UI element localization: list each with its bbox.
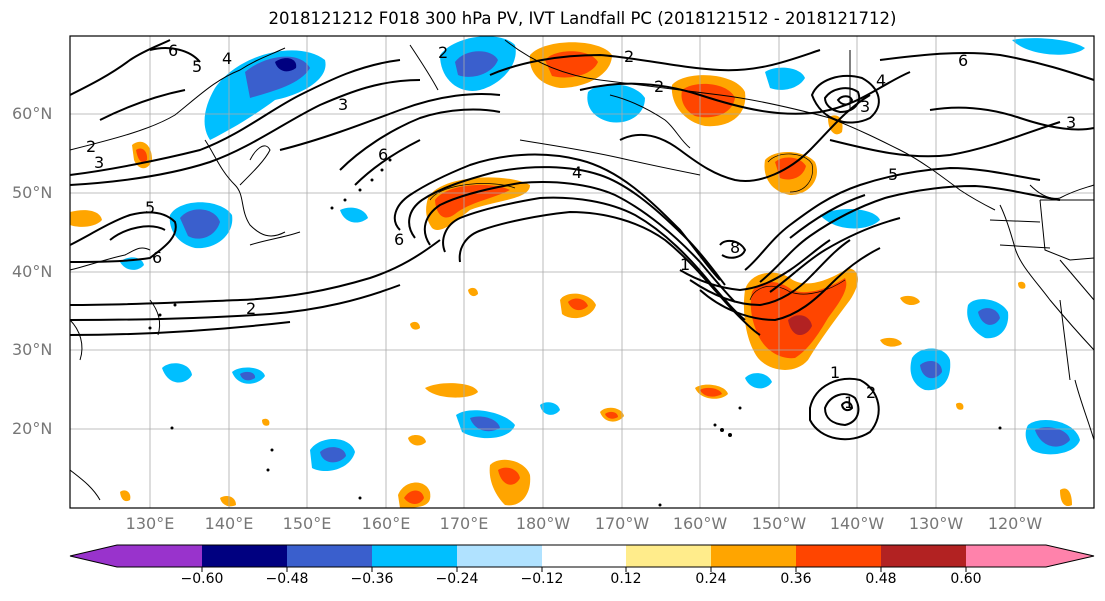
colorbar-segment — [796, 545, 881, 567]
colorbar-tick-label: −0.24 — [435, 571, 479, 587]
colorbar-tick-label: −0.36 — [350, 571, 394, 587]
negative-anomaly-patch — [765, 67, 805, 90]
negative-anomaly-patch — [340, 207, 368, 223]
contour-label: 1 — [844, 393, 854, 412]
lat-label: 50°N — [12, 183, 53, 202]
contour-label: 8 — [730, 238, 740, 257]
lon-label: 140°E — [204, 514, 254, 533]
lon-label: 170°E — [439, 514, 489, 533]
coastlines — [69, 39, 1095, 501]
contour-label: 3 — [860, 97, 870, 116]
contour-label: 2 — [246, 299, 256, 318]
lon-label: 170°W — [594, 514, 650, 533]
contour-label: 4 — [222, 49, 232, 68]
colorbar-tick-label: 0.60 — [950, 571, 982, 587]
lon-label: 160°W — [672, 514, 728, 533]
contour-label: 2 — [624, 47, 634, 66]
contour-label: 6 — [168, 41, 178, 60]
pv-contours — [69, 39, 1095, 441]
colorbar-segment — [626, 545, 711, 567]
contour-label: 6 — [394, 230, 404, 249]
colorbar-segment — [287, 545, 372, 567]
colorbar-segment — [542, 545, 626, 567]
pv-shading — [70, 36, 1085, 508]
contour-label: 3 — [94, 153, 104, 172]
negative-anomaly-patch — [310, 438, 355, 472]
lon-label: 150°E — [282, 514, 332, 533]
contour-label: 5 — [145, 198, 155, 217]
contour-label: 1 — [830, 363, 840, 382]
positive-anomaly-patch — [70, 115, 1072, 508]
colorbar-tick-label: 0.36 — [780, 571, 812, 587]
lon-label: 160°E — [361, 514, 411, 533]
contour-label: 4 — [572, 163, 582, 182]
lon-label: 150°W — [751, 514, 807, 533]
colorbar-segment — [457, 545, 542, 567]
contour-label: 3 — [338, 95, 348, 114]
contour-label: 5 — [192, 57, 202, 76]
contour-label: 2 — [654, 77, 664, 96]
colorbar-tick-label: −0.12 — [520, 571, 564, 587]
negative-anomaly-patch — [967, 299, 1009, 339]
contour-label: 2 — [86, 137, 96, 156]
contour-label: 2 — [438, 43, 448, 62]
negative-anomaly-patch — [1025, 420, 1080, 455]
lat-label: 40°N — [12, 262, 53, 281]
contour-label: 6 — [152, 248, 162, 267]
lat-label: 60°N — [12, 104, 53, 123]
negative-anomaly-patch — [820, 208, 880, 229]
positive-anomaly-patch — [671, 75, 746, 127]
lon-label: 130°W — [908, 514, 964, 533]
colorbar-tick-label: 0.12 — [610, 571, 642, 587]
negative-anomaly-patch — [162, 363, 192, 383]
negative-anomaly-patch — [910, 348, 951, 391]
positive-anomaly-patch — [560, 293, 596, 319]
colorbar — [69, 544, 1095, 572]
lon-label: 130°E — [125, 514, 175, 533]
contour-label: 1 — [680, 255, 690, 274]
contour-label: 4 — [876, 71, 886, 90]
lat-label: 20°N — [12, 419, 53, 438]
negative-anomaly-patch — [204, 50, 326, 140]
contour-label: 3 — [1066, 113, 1076, 132]
contour-label: 2 — [866, 383, 876, 402]
colorbar-segment — [202, 545, 287, 567]
lon-label: 180°W — [515, 514, 571, 533]
negative-anomaly-patch — [232, 367, 265, 384]
contour-labels: 6 5 4 2 3 2 3 6 5 6 2 2 4 6 5 3 4 1 2 3 … — [86, 41, 1076, 412]
contour-label: 6 — [378, 145, 388, 164]
colorbar-segment — [881, 545, 966, 567]
islands — [148, 158, 1002, 507]
lon-label: 120°W — [987, 514, 1043, 533]
positive-anomaly-patch — [764, 151, 818, 195]
lat-label: 30°N — [12, 340, 53, 359]
colorbar-segment — [966, 545, 1046, 567]
negative-anomaly-patch — [456, 410, 515, 439]
contour-label: 5 — [888, 165, 898, 184]
colorbar-extend-low — [70, 545, 117, 567]
colorbar-tick-label: 0.24 — [695, 571, 727, 587]
negative-anomaly-patch — [540, 38, 1085, 415]
positive-anomaly-patch — [743, 268, 858, 370]
negative-anomaly-patch — [169, 202, 233, 249]
colorbar-segment — [117, 545, 202, 567]
colorbar-segment — [711, 545, 796, 567]
colorbar-tick-label: −0.60 — [180, 571, 224, 587]
colorbar-outline — [69, 544, 1095, 568]
colorbar-segment — [372, 545, 457, 567]
map-frame — [69, 35, 1095, 509]
negative-anomaly-patch — [587, 84, 645, 123]
map-title: 2018121212 F018 300 hPa PV, IVT Landfall… — [268, 9, 897, 28]
negative-anomaly-patch — [440, 36, 516, 91]
colorbar-extend-high — [1046, 545, 1094, 567]
colorbar-tick-label: −0.48 — [265, 571, 309, 587]
lon-label: 140°W — [829, 514, 885, 533]
graticule — [70, 36, 1094, 508]
colorbar-tick-label: 0.48 — [865, 571, 897, 587]
contour-label: 6 — [958, 51, 968, 70]
